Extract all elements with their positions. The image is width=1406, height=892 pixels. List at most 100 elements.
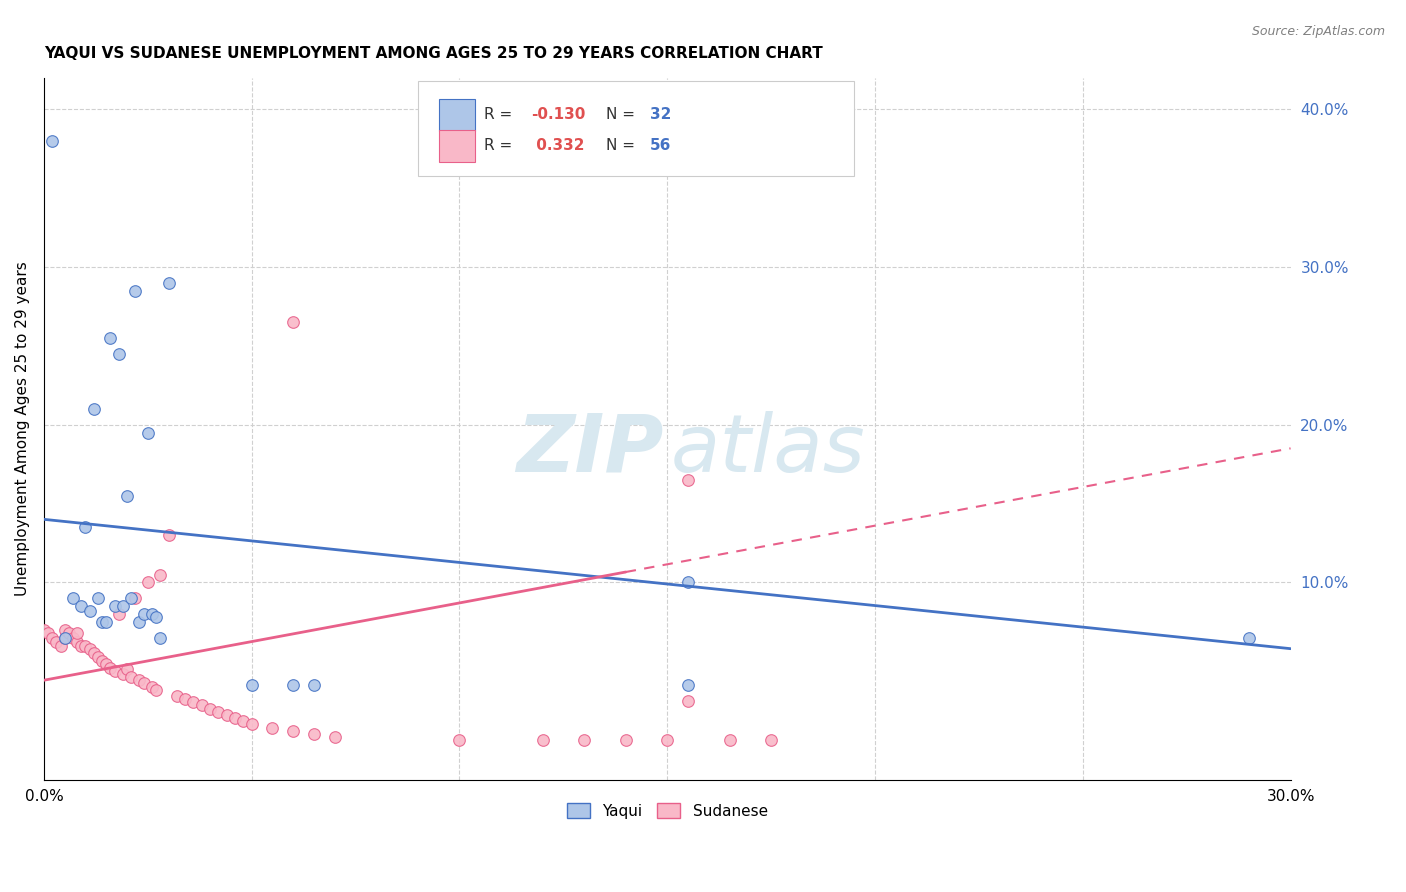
Point xyxy=(107,347,129,361)
Point xyxy=(232,714,254,729)
Point xyxy=(283,723,305,738)
Point xyxy=(120,591,142,606)
Point xyxy=(103,664,125,678)
Point xyxy=(183,695,205,709)
Point xyxy=(87,591,110,606)
Point xyxy=(66,635,89,649)
Point xyxy=(132,607,155,621)
Text: ZIP: ZIP xyxy=(516,410,664,489)
Text: Source: ZipAtlas.com: Source: ZipAtlas.com xyxy=(1251,25,1385,38)
Point xyxy=(166,689,188,703)
Point xyxy=(718,733,741,747)
Point xyxy=(191,698,214,713)
Point xyxy=(62,591,84,606)
Point xyxy=(32,623,55,637)
Point xyxy=(157,528,180,542)
Point xyxy=(141,607,163,621)
Point xyxy=(215,707,238,722)
Point xyxy=(141,680,163,694)
Point xyxy=(283,315,305,329)
Text: R =: R = xyxy=(484,138,517,153)
Point xyxy=(207,705,229,719)
Point xyxy=(145,610,167,624)
Point xyxy=(49,639,72,653)
Point xyxy=(149,631,172,645)
Point xyxy=(75,639,97,653)
Point xyxy=(70,599,93,613)
Point xyxy=(676,694,699,708)
Point xyxy=(240,678,263,692)
Point xyxy=(449,733,471,747)
Legend: Yaqui, Sudanese: Yaqui, Sudanese xyxy=(561,797,773,824)
Point xyxy=(107,607,129,621)
Point xyxy=(136,425,159,440)
Point xyxy=(120,670,142,684)
FancyBboxPatch shape xyxy=(439,129,475,161)
Y-axis label: Unemployment Among Ages 25 to 29 years: Unemployment Among Ages 25 to 29 years xyxy=(15,261,30,596)
Point xyxy=(53,623,76,637)
Point xyxy=(96,657,118,672)
Point xyxy=(45,635,67,649)
Point xyxy=(41,631,63,645)
Point xyxy=(149,567,172,582)
Text: R =: R = xyxy=(484,107,517,122)
Point xyxy=(136,575,159,590)
Point xyxy=(759,733,782,747)
Point xyxy=(1237,631,1260,645)
Point xyxy=(124,591,146,606)
Text: -0.130: -0.130 xyxy=(531,107,586,122)
Point xyxy=(111,667,134,681)
Point xyxy=(96,615,118,629)
Point xyxy=(100,660,122,674)
Point xyxy=(103,599,125,613)
Point xyxy=(128,673,150,688)
Point xyxy=(58,626,80,640)
Text: 32: 32 xyxy=(650,107,671,122)
Text: atlas: atlas xyxy=(671,410,866,489)
Point xyxy=(614,733,637,747)
Point xyxy=(83,647,105,661)
Point xyxy=(124,284,146,298)
Text: 56: 56 xyxy=(650,138,671,153)
Point xyxy=(198,701,221,715)
Point xyxy=(53,631,76,645)
Point xyxy=(79,641,101,656)
Point xyxy=(157,276,180,290)
Point xyxy=(323,730,346,744)
Point xyxy=(174,692,197,706)
Point xyxy=(87,649,110,664)
Point xyxy=(66,626,89,640)
Point xyxy=(283,678,305,692)
Point xyxy=(531,733,554,747)
Point xyxy=(91,615,114,629)
Point xyxy=(676,473,699,487)
Point xyxy=(676,575,699,590)
Point xyxy=(91,654,114,668)
Point xyxy=(240,717,263,731)
FancyBboxPatch shape xyxy=(418,81,855,176)
Point xyxy=(132,676,155,690)
Point xyxy=(572,733,595,747)
Point xyxy=(41,134,63,148)
Point xyxy=(115,662,138,676)
Point xyxy=(115,489,138,503)
Point xyxy=(657,733,679,747)
Point xyxy=(62,631,84,645)
Point xyxy=(676,678,699,692)
Point xyxy=(224,711,246,725)
Point xyxy=(37,626,59,640)
Point xyxy=(79,604,101,618)
Text: N =: N = xyxy=(606,107,640,122)
Point xyxy=(302,678,325,692)
Point xyxy=(83,401,105,416)
Point xyxy=(53,631,76,645)
Point xyxy=(100,331,122,345)
Point xyxy=(111,599,134,613)
Text: N =: N = xyxy=(606,138,640,153)
Text: 0.332: 0.332 xyxy=(531,138,585,153)
FancyBboxPatch shape xyxy=(439,99,475,131)
Point xyxy=(302,727,325,741)
Point xyxy=(70,639,93,653)
Point xyxy=(262,721,284,735)
Point xyxy=(75,520,97,534)
